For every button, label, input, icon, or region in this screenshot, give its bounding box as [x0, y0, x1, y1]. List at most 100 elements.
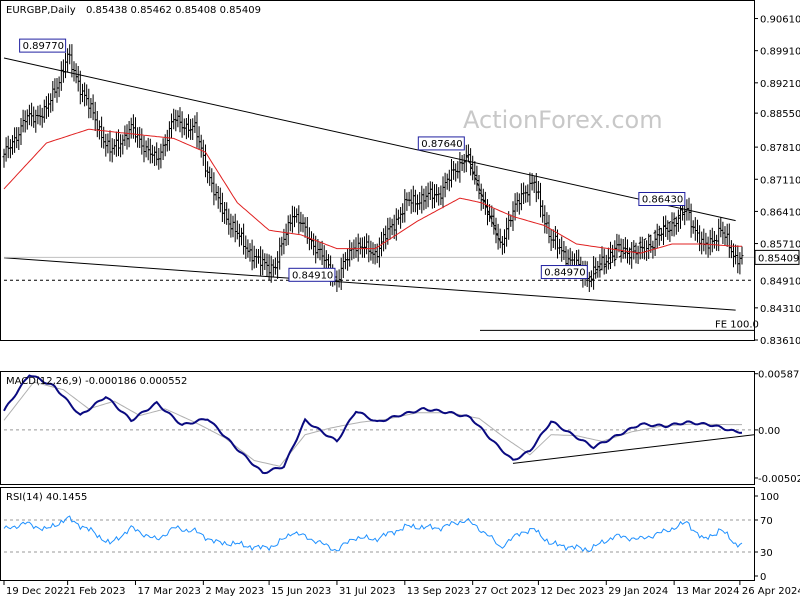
price-bar: [621, 239, 625, 259]
price-bar: [38, 104, 42, 126]
price-bar: [732, 243, 735, 268]
price-bar: [276, 251, 280, 279]
price-bar: [19, 118, 23, 145]
price-bar: [148, 138, 152, 164]
price-bar: [683, 205, 687, 226]
price-bar: [594, 257, 598, 279]
price-bar: [481, 188, 485, 209]
price-bar: [596, 261, 600, 278]
rsi-layer: [3, 515, 754, 553]
price-bar: [738, 252, 742, 275]
price-bar: [689, 203, 693, 238]
price-bar: [462, 154, 466, 173]
price-bar: [138, 126, 142, 148]
price-bar: [34, 109, 38, 133]
price-bar: [106, 133, 110, 154]
price-bar: [17, 127, 21, 150]
price-bar: [708, 229, 712, 256]
price-axis-label: 0.86410: [760, 207, 800, 218]
price-bar: [441, 176, 445, 209]
price-bar: [534, 173, 538, 203]
price-bar: [172, 108, 176, 130]
price-bar: [609, 241, 612, 269]
price-bar: [13, 127, 17, 153]
price-bar: [136, 127, 140, 148]
price-bar: [184, 118, 188, 140]
rsi-panel-frame: [0, 487, 755, 581]
price-bar: [524, 185, 528, 203]
price-axis-label: 0.85710: [760, 240, 800, 251]
price-bar: [81, 83, 84, 103]
price-bar: [630, 242, 634, 269]
price-axis-label: 0.89210: [760, 79, 800, 90]
price-bar: [254, 248, 258, 268]
annotation-label: 0.84970: [544, 268, 585, 279]
price-bar: [167, 121, 171, 151]
price-panel-frame: [0, 0, 755, 341]
price-bar: [210, 168, 214, 193]
price-bar: [532, 176, 536, 193]
price-bar: [606, 247, 610, 270]
price-bar: [445, 173, 449, 190]
price-bar: [479, 183, 483, 211]
price-bar: [117, 129, 120, 157]
price-bar: [613, 240, 617, 267]
price-bar: [734, 244, 738, 265]
swing-connector: [589, 210, 688, 278]
price-bar: [623, 237, 627, 259]
price-bar: [280, 236, 284, 256]
price-bar: [339, 257, 343, 290]
rsi-axis-label: 70: [760, 516, 773, 527]
price-bar: [430, 181, 434, 209]
price-annotation: 0.89770: [19, 38, 67, 53]
price-bar: [401, 203, 405, 223]
price-bar: [119, 134, 123, 158]
price-bar: [100, 116, 104, 148]
price-bar: [411, 185, 415, 213]
macd-signal-line: [3, 381, 742, 467]
price-bar: [112, 139, 116, 155]
price-bar: [102, 126, 106, 149]
price-bar: [44, 96, 48, 119]
price-annotation: 0.84970: [540, 265, 588, 280]
rsi-axis-label: 0: [760, 572, 766, 583]
price-bar: [91, 94, 95, 121]
price-bar: [632, 240, 636, 260]
price-bar: [390, 218, 394, 236]
price-bar: [32, 106, 36, 128]
price-bar: [273, 257, 277, 275]
price-bar: [371, 242, 375, 264]
price-bar: [717, 218, 721, 252]
price-bar: [11, 135, 14, 155]
price-bar: [121, 134, 125, 155]
price-axis-label: 0.89910: [760, 47, 800, 58]
price-bar: [435, 184, 439, 203]
price-bar: [409, 189, 413, 214]
price-bar: [587, 271, 591, 292]
price-bar: [655, 223, 659, 249]
price-annotation: 0.84910: [288, 267, 336, 282]
price-bar: [687, 197, 691, 221]
price-bar: [710, 227, 714, 253]
price-bar: [284, 223, 288, 246]
price-bar: [712, 231, 716, 249]
annotation-label: 0.86430: [642, 194, 683, 205]
price-bar: [195, 112, 199, 148]
price-bar: [396, 209, 400, 225]
price-bar: [246, 239, 250, 258]
annotation-label: 0.84910: [292, 270, 333, 281]
date-axis-label: 15 Jun 2023: [271, 586, 331, 597]
price-bar: [452, 161, 456, 180]
price-bar: [299, 211, 303, 232]
price-bar: [418, 192, 422, 210]
price-bar: [433, 184, 436, 208]
price-bar: [6, 135, 10, 159]
price-bar: [696, 219, 699, 243]
annotation-label: 0.87640: [421, 139, 462, 150]
price-bar: [85, 84, 89, 106]
annotation-label: 0.89770: [23, 41, 64, 52]
price-bar: [153, 146, 157, 166]
price-bar: [403, 189, 407, 223]
price-bar: [668, 222, 672, 242]
